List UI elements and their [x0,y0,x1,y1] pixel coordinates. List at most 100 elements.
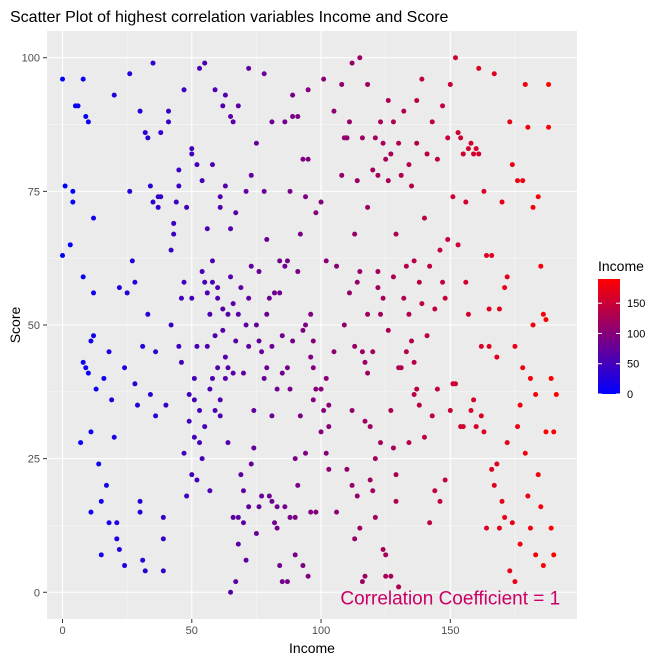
data-point [287,188,293,194]
data-point [238,285,244,291]
data-point [209,258,215,264]
data-point [137,498,143,504]
data-point [478,413,484,419]
data-point [147,391,153,397]
data-point [390,274,396,280]
data-point [145,311,151,317]
legend-ticks: 0 50 100 150 [598,298,645,401]
data-point [217,204,223,210]
data-point [85,370,91,376]
data-point [352,231,358,237]
data-point [460,424,466,430]
data-point [530,204,536,210]
data-point [308,354,314,360]
data-point [264,311,270,317]
data-point [385,327,391,333]
data-point [553,391,559,397]
data-point [494,354,500,360]
data-point [318,429,324,435]
x-axis-title: Income [289,640,335,656]
data-point [323,450,329,456]
data-point [401,295,407,301]
data-point [290,92,296,98]
data-point [261,71,267,77]
data-point [437,247,443,253]
data-point [191,397,197,403]
data-point [414,97,420,103]
data-point [525,493,531,499]
data-point [522,81,528,87]
data-point [535,194,541,200]
data-point [83,365,89,371]
data-point [313,386,319,392]
data-point [442,477,448,483]
data-point [98,498,104,504]
data-point [274,525,280,531]
data-point [452,381,458,387]
data-point [385,178,391,184]
data-point [261,188,267,194]
data-point [452,55,458,61]
data-point [334,509,340,515]
data-point [220,327,226,333]
data-point [393,498,399,504]
data-point [520,365,526,371]
data-point [548,375,554,381]
data-point [142,130,148,136]
data-point [527,375,533,381]
data-point [204,226,210,232]
data-point [272,520,278,526]
data-point [207,386,213,392]
data-point [189,146,195,152]
data-point [235,311,241,317]
data-point [209,375,215,381]
data-point [390,119,396,125]
data-point [326,466,332,472]
data-point [323,375,329,381]
data-point [88,338,94,344]
data-point [168,247,174,253]
data-point [194,477,200,483]
data-point [114,536,120,542]
y-tick-label: 100 [22,53,40,65]
data-point [116,285,122,291]
data-point [507,568,513,574]
data-point [486,306,492,312]
data-point [166,119,172,125]
data-point [282,504,288,510]
data-point [310,365,316,371]
data-points [60,55,559,595]
data-point [494,461,500,467]
data-point [375,269,381,275]
data-point [251,408,257,414]
data-point [88,509,94,515]
data-point [202,60,208,66]
data-point [233,338,239,344]
data-point [132,381,138,387]
data-point [365,204,371,210]
data-point [217,194,223,200]
data-point [359,349,365,355]
data-point [215,295,221,301]
data-point [305,573,311,579]
data-point [403,263,409,269]
data-point [248,461,254,467]
data-point [240,488,246,494]
data-point [228,274,234,280]
data-point [292,514,298,520]
data-point [246,504,252,510]
x-tick-label: 100 [312,625,330,637]
data-point [91,333,97,339]
data-point [447,408,453,414]
data-point [246,343,252,349]
data-point [491,71,497,77]
data-point [357,525,363,531]
data-point [543,429,549,435]
data-point [124,290,130,296]
data-point [548,525,554,531]
data-point [116,547,122,553]
data-point [380,547,386,553]
data-point [269,498,275,504]
data-point [401,108,407,114]
data-point [346,290,352,296]
